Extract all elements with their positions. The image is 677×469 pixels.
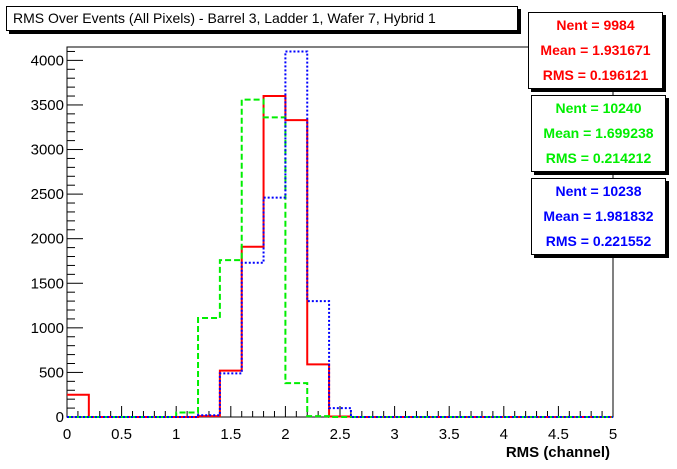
y-tick-label: 500: [39, 364, 64, 381]
x-tick-label: 3.5: [439, 426, 460, 443]
y-tick-label: 3500: [31, 97, 64, 114]
x-tick-label: 2: [281, 426, 289, 443]
stats-box-red: Nent = 9984 Mean = 1.931671 RMS = 0.1961…: [528, 12, 663, 89]
y-tick-label: 0: [56, 409, 64, 426]
x-tick-label: 1.5: [220, 426, 241, 443]
stats-rms: RMS = 0.221552: [545, 233, 652, 249]
y-tick-label: 2500: [31, 186, 64, 203]
x-tick-label: 2.5: [330, 426, 351, 443]
x-tick-label: 1: [172, 426, 180, 443]
stats-box-blue: Nent = 10238 Mean = 1.981832 RMS = 0.221…: [531, 178, 666, 255]
x-tick-label: 0.5: [111, 426, 132, 443]
x-axis-label: RMS (channel): [505, 444, 610, 461]
stats-box-green: Nent = 10240 Mean = 1.699238 RMS = 0.214…: [531, 95, 666, 172]
stats-mean: Mean = 1.981832: [543, 208, 654, 224]
x-tick-label: 0: [63, 426, 71, 443]
stats-mean: Mean = 1.699238: [543, 125, 654, 141]
stats-nent: Nent = 10240: [555, 100, 642, 116]
y-tick-label: 2000: [31, 231, 64, 248]
y-axis-ticks: 0 500 1000 1500 2000 2500 3000 3500 4000: [31, 50, 83, 426]
stats-nent: Nent = 10238: [555, 183, 642, 199]
x-tick-label: 4: [500, 426, 508, 443]
x-tick-label: 3: [390, 426, 398, 443]
y-tick-label: 1500: [31, 275, 64, 292]
x-tick-label: 4.5: [548, 426, 569, 443]
stats-mean: Mean = 1.931671: [540, 42, 651, 58]
series-line-dotted: [67, 50, 613, 418]
y-tick-label: 4000: [31, 52, 64, 69]
y-tick-label: 1000: [31, 320, 64, 337]
stats-nent: Nent = 9984: [556, 17, 635, 33]
chart-title: RMS Over Events (All Pixels) - Barrel 3,…: [6, 6, 518, 31]
stats-rms: RMS = 0.214212: [545, 150, 652, 166]
histogram-series: [67, 50, 613, 418]
x-tick-label: 5: [609, 426, 617, 443]
series-line-dashed: [67, 98, 613, 418]
stats-rms: RMS = 0.196121: [542, 67, 649, 83]
y-tick-label: 3000: [31, 142, 64, 159]
x-axis-ticks: 0 0.5 1 1.5 2 2.5 3 3.5 4 4.5 5: [63, 406, 617, 443]
